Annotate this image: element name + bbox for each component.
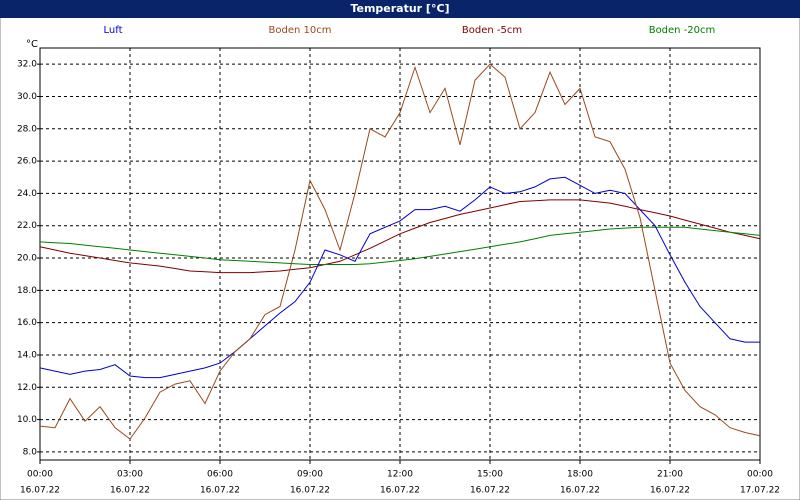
x-tick-label: 06:00 <box>207 470 233 480</box>
series-line <box>39 176 760 379</box>
x-tick-label: 03:00 <box>117 470 143 480</box>
y-tick-label: 10.0 <box>17 415 37 425</box>
x-tick-date: 17.07.22 <box>740 486 780 496</box>
y-tick-label: 32.0 <box>17 60 37 70</box>
legend-entry: Luft <box>104 25 123 36</box>
x-tick-label: 00:00 <box>27 470 53 480</box>
y-tick-label: 14.0 <box>17 350 37 360</box>
x-tick-label: 12:00 <box>387 470 413 480</box>
legend-entry: Boden 10cm <box>269 25 332 36</box>
title-bar <box>0 0 800 18</box>
x-tick-label: 00:00 <box>747 470 773 480</box>
series-line <box>39 226 761 265</box>
y-tick-label: 28.0 <box>17 124 37 134</box>
y-tick-label: 20.0 <box>17 254 37 264</box>
x-tick-date: 16.07.22 <box>470 486 510 496</box>
x-tick-date: 16.07.22 <box>560 486 600 496</box>
legend-entry: Boden -5cm <box>462 25 522 36</box>
legend-entry: Boden -20cm <box>649 25 716 36</box>
x-tick-label: 15:00 <box>477 470 503 480</box>
y-tick-label: 26.0 <box>17 157 37 167</box>
y-unit: °C <box>26 39 38 50</box>
y-tick-label: 16.0 <box>17 318 37 328</box>
x-tick-date: 16.07.22 <box>290 486 330 496</box>
x-tick-date: 16.07.22 <box>380 486 420 496</box>
plot-frame <box>39 47 761 461</box>
x-tick-date: 16.07.22 <box>650 486 690 496</box>
x-tick-date: 16.07.22 <box>200 486 240 496</box>
y-tick-label: 22.0 <box>17 221 37 231</box>
y-tick-label: 24.0 <box>17 189 37 199</box>
y-tick-label: 30.0 <box>17 92 37 102</box>
x-tick-label: 09:00 <box>297 470 323 480</box>
x-tick-label: 18:00 <box>567 470 593 480</box>
series-line <box>39 63 761 440</box>
x-tick-date: 16.07.22 <box>20 486 60 496</box>
x-tick-date: 16.07.22 <box>110 486 150 496</box>
y-tick-label: 12.0 <box>17 383 37 393</box>
y-tick-label: 18.0 <box>17 286 37 296</box>
chart-title: Temperatur [°C] <box>350 2 449 15</box>
y-tick-label: 8.0 <box>23 447 38 457</box>
x-tick-label: 21:00 <box>657 470 683 480</box>
